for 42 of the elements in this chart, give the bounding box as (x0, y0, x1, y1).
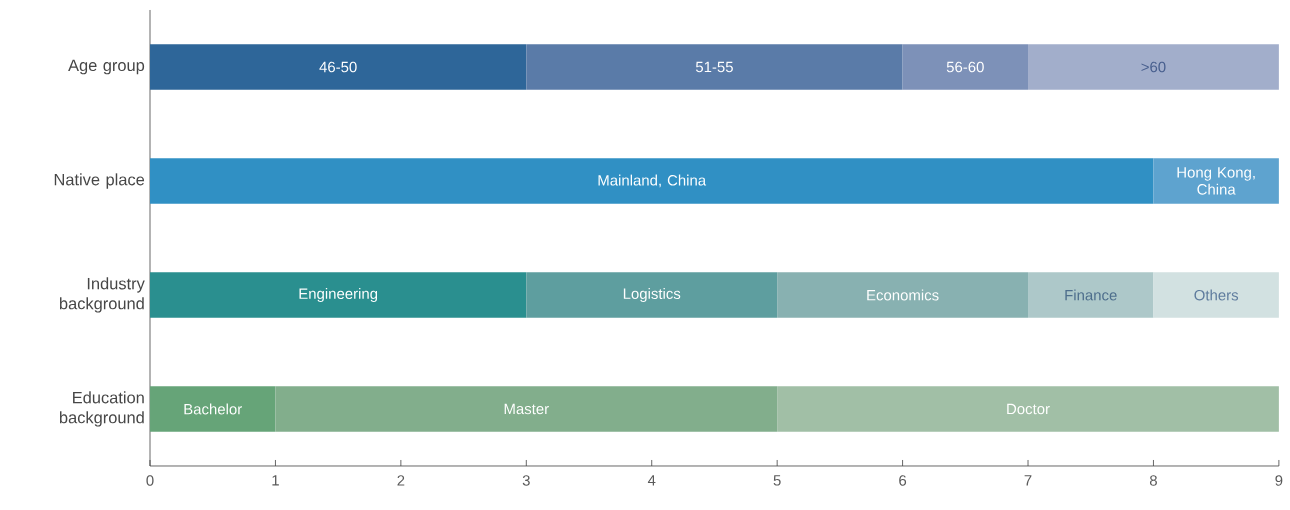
bar (150, 386, 276, 432)
data-label: Others (1194, 289, 1239, 301)
bar (777, 386, 1279, 432)
bar (1153, 272, 1279, 318)
bar (902, 44, 1029, 90)
data-label: 46-50 (319, 61, 357, 73)
bar (526, 44, 903, 90)
bar (1153, 158, 1279, 204)
data-label: Mainland, China (598, 174, 707, 188)
x-tick-label: 2 (397, 475, 405, 486)
bar (777, 272, 1029, 318)
x-tick-label: 7 (1024, 475, 1032, 486)
data-label: Bachelor (184, 403, 242, 415)
data-label: Logistics (623, 288, 681, 302)
data-label: 56-60 (946, 61, 984, 73)
bar (275, 386, 778, 432)
data-label: Doctor (1007, 403, 1050, 415)
data-label: Economics (867, 289, 939, 301)
bar (150, 158, 1154, 204)
data-label: >60 (1141, 61, 1166, 73)
bar (150, 272, 527, 318)
x-tick-label: 0 (146, 475, 154, 486)
bar (1028, 44, 1279, 90)
data-label: Engineering (299, 288, 378, 302)
bar (526, 272, 778, 318)
bar (1028, 272, 1154, 318)
x-tick-label: 5 (773, 475, 781, 486)
data-label: 51-55 (695, 61, 733, 73)
data-label: Hong Kong, China (1177, 167, 1255, 195)
x-tick-label: 1 (272, 475, 279, 486)
x-tick-label: 4 (647, 475, 656, 486)
y-tick-label: Education background (59, 391, 144, 427)
x-tick-label: 9 (1275, 475, 1283, 486)
data-label: Finance (1065, 289, 1117, 301)
y-tick-label: Native place (54, 173, 145, 189)
x-tick-label: 3 (522, 475, 530, 486)
y-tick-label: Age group (68, 59, 145, 75)
x-tick-label: 8 (1149, 475, 1157, 486)
x-tick-label: 6 (899, 475, 907, 486)
y-tick-label: Industry background (59, 277, 145, 313)
data-label: Master (504, 403, 549, 415)
bar (150, 44, 527, 90)
